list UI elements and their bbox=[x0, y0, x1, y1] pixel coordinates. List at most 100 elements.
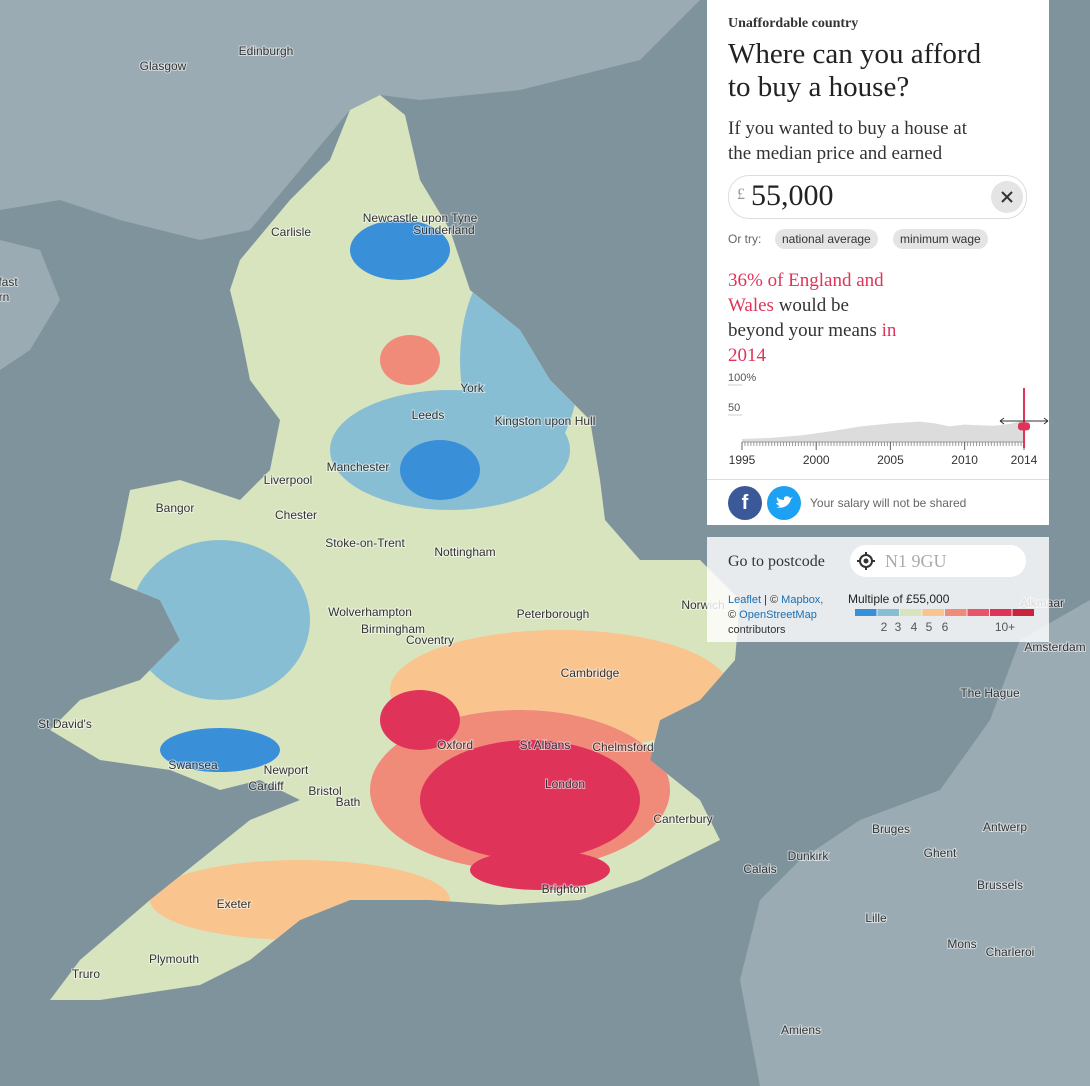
result-line: beyond your means in bbox=[728, 318, 896, 343]
y-tick-label: 50 bbox=[728, 402, 740, 414]
result-text: beyond your means bbox=[728, 320, 882, 341]
osm-link[interactable]: OpenStreetMap bbox=[739, 609, 817, 621]
postcode-input[interactable]: N1 9GU bbox=[850, 545, 1026, 577]
postcode-label: Go to postcode bbox=[728, 553, 825, 570]
place-label: Plymouth bbox=[149, 952, 199, 966]
place-label: Swansea bbox=[168, 758, 218, 772]
legend-label: 4 bbox=[911, 620, 918, 634]
place-label: Liverpool bbox=[264, 473, 313, 487]
legend-label: 6 bbox=[942, 620, 949, 634]
kicker: Unaffordable country bbox=[728, 16, 859, 31]
place-label: Manchester bbox=[327, 460, 390, 474]
place-label: Bruges bbox=[872, 822, 910, 836]
intro-line: the median price and earned bbox=[728, 143, 943, 164]
place-label: Leeds bbox=[412, 408, 445, 422]
info-panel: Unaffordable country Where can you affor… bbox=[707, 0, 1049, 525]
title-line: Where can you afford bbox=[728, 38, 982, 70]
x-tick-label: 2014 bbox=[1011, 453, 1038, 467]
place-label: Calais bbox=[743, 862, 776, 876]
place-label: Chelmsford bbox=[592, 740, 653, 754]
ireland bbox=[0, 240, 60, 370]
x-tick-label: 2005 bbox=[877, 453, 904, 467]
legend-swatch bbox=[922, 609, 944, 616]
place-label: Carlisle bbox=[271, 225, 311, 239]
place-label: York bbox=[460, 381, 485, 395]
twitter-button[interactable] bbox=[767, 486, 801, 520]
legend-swatch bbox=[877, 609, 899, 616]
place-label: London bbox=[545, 777, 585, 791]
x-tick-label: 2010 bbox=[951, 453, 978, 467]
attribution-contributors: contributors bbox=[728, 624, 786, 636]
place-label: Amiens bbox=[781, 1023, 821, 1037]
place-label: Canterbury bbox=[653, 812, 712, 826]
place-label: Cambridge bbox=[561, 666, 620, 680]
legend-swatch bbox=[855, 609, 877, 616]
place-label: Sunderland bbox=[413, 223, 474, 237]
place-label: Peterborough bbox=[517, 607, 590, 621]
place-label: Cardiff bbox=[248, 779, 284, 793]
place-label: Edinburgh bbox=[239, 44, 294, 58]
result-text: 2014 bbox=[728, 345, 766, 366]
place-label: St David's bbox=[38, 717, 92, 731]
legend-label: 5 bbox=[926, 620, 933, 634]
place-label: Birmingham bbox=[361, 622, 425, 636]
title-line: to buy a house? bbox=[728, 71, 910, 103]
place-label: The Hague bbox=[960, 686, 1020, 700]
or-try: Or try: bbox=[728, 232, 762, 246]
twitter-icon bbox=[776, 496, 793, 508]
legend-label: 3 bbox=[895, 620, 902, 634]
legend: 2 3 4 5 6 10+ bbox=[855, 609, 1034, 634]
result-text: Wales bbox=[728, 295, 774, 316]
result-line: 2014 bbox=[728, 343, 896, 368]
clear-icon bbox=[1001, 191, 1013, 203]
continent bbox=[740, 600, 1090, 1086]
place-label: Bristol bbox=[308, 784, 341, 798]
preset-chip[interactable]: minimum wage bbox=[893, 229, 988, 249]
x-tick-label: 2000 bbox=[803, 453, 830, 467]
x-tick-label: 1995 bbox=[729, 453, 756, 467]
facebook-button[interactable]: f bbox=[728, 486, 762, 520]
place-label: Brighton bbox=[542, 882, 587, 896]
salary: 55,000 bbox=[751, 179, 834, 212]
place-label: Ghent bbox=[924, 846, 957, 860]
trend-area bbox=[742, 420, 1024, 442]
legend-label: 2 bbox=[881, 620, 888, 634]
share-note: Your salary will not be shared bbox=[810, 496, 967, 510]
result: 36% of England and Wales would be beyond y… bbox=[728, 268, 896, 368]
year-handle[interactable] bbox=[1018, 422, 1030, 431]
legend-swatch bbox=[990, 609, 1012, 616]
result-text: 36% of England and bbox=[728, 270, 884, 291]
salary-input[interactable]: £ 55,000 bbox=[728, 175, 1027, 219]
currency: £ bbox=[737, 186, 745, 203]
place-label: fast bbox=[0, 275, 18, 289]
place-label: Charleroi bbox=[986, 945, 1035, 959]
legend-swatch bbox=[1012, 609, 1034, 616]
place-label: Kingston upon Hull bbox=[495, 414, 596, 428]
place-label: Brussels bbox=[977, 878, 1023, 892]
legend-swatch bbox=[945, 609, 967, 616]
place-label: Antwerp bbox=[983, 820, 1027, 834]
place-label: Oxford bbox=[437, 738, 473, 752]
attribution: Leaflet | © Mapbox, © OpenStreetMap contri… bbox=[728, 593, 843, 638]
result-line: 36% of England and bbox=[728, 268, 896, 293]
place-label: Newport bbox=[264, 763, 309, 777]
place-label: St Albans bbox=[520, 738, 571, 752]
clear-button[interactable] bbox=[991, 181, 1023, 213]
locate-button[interactable] bbox=[856, 551, 876, 571]
y-tick-label: 100% bbox=[728, 372, 756, 384]
scotland bbox=[0, 0, 700, 240]
legend-title: Multiple of £55,000 bbox=[848, 592, 950, 606]
controls-panel: Go to postcode N1 9GU Leaflet | © Mapbox… bbox=[707, 537, 1049, 642]
leaflet-link[interactable]: Leaflet bbox=[728, 594, 762, 606]
place-label: Nottingham bbox=[434, 545, 495, 559]
preset-chip[interactable]: national average bbox=[775, 229, 878, 249]
place-label: Bath bbox=[336, 795, 361, 809]
place-label: Wolverhampton bbox=[328, 605, 412, 619]
place-label: Coventry bbox=[406, 633, 454, 647]
legend-label: 10+ bbox=[995, 620, 1015, 634]
intro-line: If you wanted to buy a house at bbox=[728, 118, 968, 139]
place-label: Bangor bbox=[156, 501, 195, 515]
mapbox-link[interactable]: Mapbox, bbox=[781, 594, 824, 606]
result-text: in bbox=[881, 320, 897, 341]
